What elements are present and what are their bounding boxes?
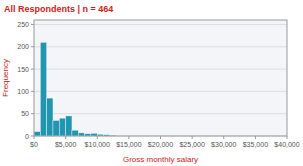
bar — [72, 130, 78, 136]
y-axis-label: Frequency — [1, 59, 10, 97]
y-tick-label: 250 — [17, 21, 29, 28]
x-tick-label: $5,000 — [55, 141, 77, 148]
y-tick-label: 0 — [25, 133, 29, 140]
grid-line — [34, 91, 287, 92]
x-tick-label: $40,000 — [274, 141, 299, 148]
x-tick — [255, 136, 256, 139]
grid-line — [34, 46, 287, 47]
x-tick — [65, 136, 66, 139]
x-tick — [223, 136, 224, 139]
bar — [53, 120, 59, 136]
y-tick-label: 50 — [21, 110, 29, 117]
x-tick-label: $35,000 — [243, 141, 268, 148]
bar — [59, 118, 65, 136]
x-tick — [192, 136, 193, 139]
x-tick — [34, 136, 35, 139]
chart: 0 50 100 150 200 250 $0 $5,000 $10,000 $15,000 $20… — [0, 0, 303, 166]
bars — [34, 42, 116, 136]
bar — [40, 42, 46, 136]
y-tick-label: 200 — [17, 43, 29, 50]
x-tick — [287, 136, 288, 139]
y-tick-label: 150 — [17, 66, 29, 73]
grid-line — [34, 69, 287, 70]
x-axis-label: Gross monthly salary — [123, 155, 198, 164]
x-tick-label: $10,000 — [85, 141, 110, 148]
bar — [66, 116, 72, 136]
x-tick-label: $25,000 — [179, 141, 204, 148]
bar — [47, 98, 53, 136]
x-tick — [160, 136, 161, 139]
x-tick — [97, 136, 98, 139]
title: All Respondents | n = 464 — [4, 4, 113, 14]
plot-area — [34, 20, 287, 136]
plot-frame — [34, 20, 287, 136]
bar — [34, 132, 40, 136]
y-tick-label: 100 — [17, 88, 29, 95]
x-tick-label: $0 — [30, 141, 38, 148]
grid-line — [34, 113, 287, 114]
x-tick — [128, 136, 129, 139]
x-tick-label: $20,000 — [148, 141, 173, 148]
x-tick-label: $15,000 — [116, 141, 141, 148]
x-tick-label: $30,000 — [211, 141, 236, 148]
grid-line — [34, 24, 287, 25]
